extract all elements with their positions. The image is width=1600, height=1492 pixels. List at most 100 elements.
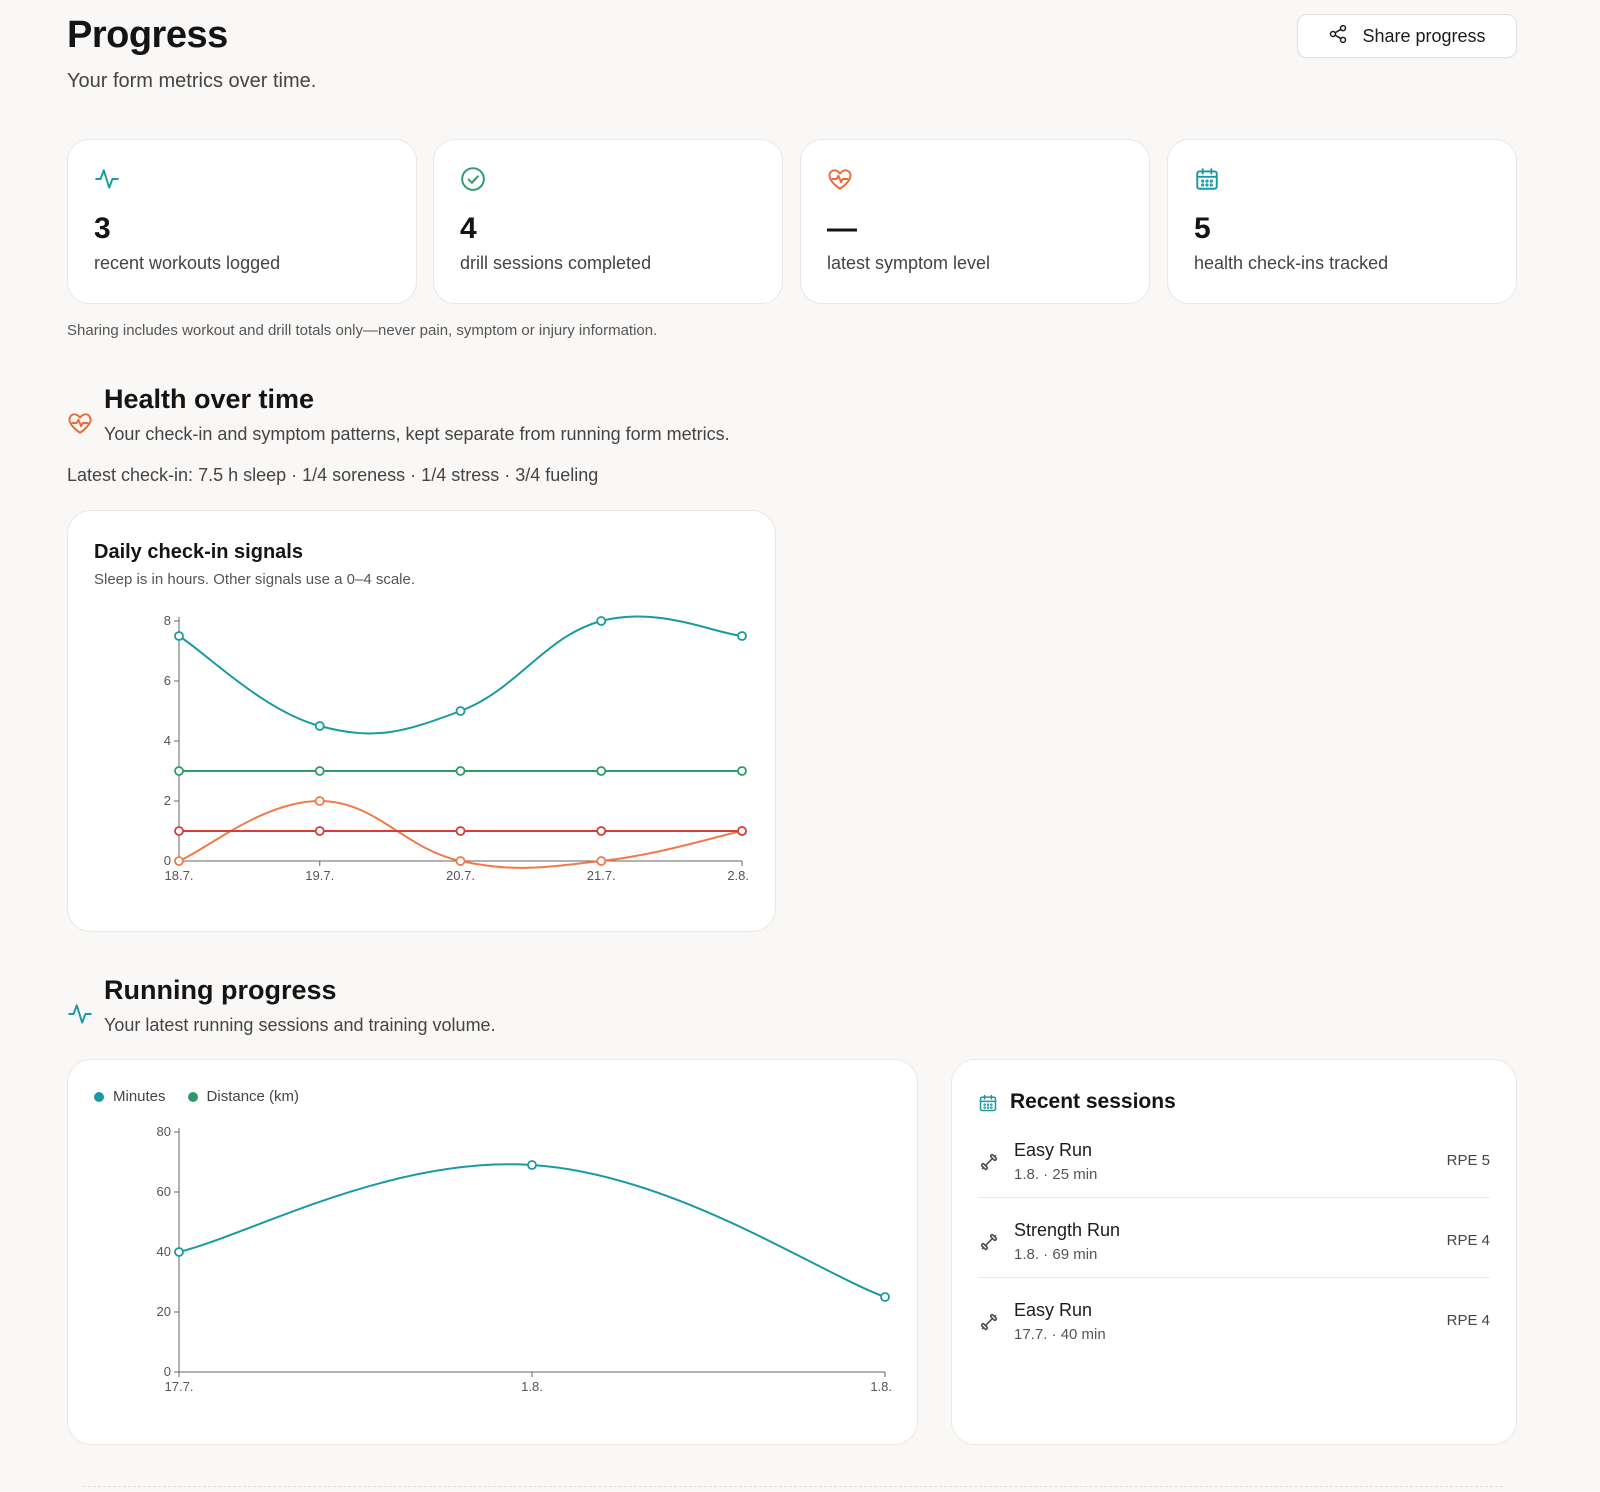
data-point (455, 856, 466, 866)
data-point (314, 826, 325, 836)
chart-subtitle: Sleep is in hours. Other signals use a 0… (94, 571, 416, 588)
data-point (596, 766, 607, 776)
legend-dot (187, 1091, 198, 1102)
stat-label: latest symptom level (827, 253, 991, 273)
y-tick-label: 60 (157, 1184, 171, 1199)
stat-label: recent workouts logged (94, 253, 281, 273)
data-point (455, 706, 466, 716)
section-subtitle: Your latest running sessions and trainin… (104, 1015, 496, 1035)
stat-label: health check-ins tracked (1194, 253, 1389, 273)
data-point (314, 796, 325, 806)
health-section-header: Health over time Your check-in and sympt… (67, 384, 967, 454)
page-title: Progress (67, 14, 228, 56)
y-tick-label: 0 (164, 853, 171, 868)
session-row[interactable]: Easy Run 1.8. · 25 min RPE 5 (978, 1138, 1490, 1218)
chart-legend: Minutes Distance (km) (94, 1088, 299, 1105)
stat-label: drill sessions completed (460, 253, 652, 273)
data-point (314, 766, 325, 776)
dumbbell-icon (978, 1311, 1000, 1333)
calendar-icon (978, 1093, 998, 1113)
stats-row: 3 recent workouts logged 4 drill session… (67, 139, 1517, 304)
series-line (178, 615, 743, 735)
recent-sessions-title: Recent sessions (1010, 1090, 1176, 1113)
legend-dot (94, 1091, 104, 1102)
share-progress-button[interactable]: Share progress (1297, 14, 1517, 58)
session-meta: 17.7. · 40 min (1014, 1326, 1106, 1343)
calendar-icon (1194, 166, 1220, 192)
x-tick-label: 1.8. (870, 1379, 892, 1394)
y-tick-label: 2 (164, 793, 171, 808)
latest-checkin: Latest check-in: 7.5 h sleep · 1/4 soren… (67, 465, 599, 485)
divider (83, 1486, 1503, 1487)
session-name: Strength Run (1014, 1220, 1121, 1240)
data-point (174, 826, 184, 836)
running-volume-chart: 0 20 40 60 80 17.7. 1.8. 1.8. (157, 1124, 892, 1394)
checkin-signals-chart: 0 2 4 6 8 18.7. 19.7. 20.7. 21.7. 2.8. (164, 613, 749, 883)
check-circle-icon (460, 166, 486, 192)
stat-value: 3 (94, 212, 111, 245)
data-point (174, 1247, 184, 1257)
stat-value: 4 (460, 212, 477, 245)
privacy-note: Sharing includes workout and drill total… (67, 322, 658, 339)
data-point (174, 631, 184, 641)
recent-sessions-card: Recent sessions Easy Run 1.8. · 25 min R… (951, 1059, 1517, 1445)
page-subtitle: Your form metrics over time. (67, 70, 317, 92)
data-point (596, 856, 607, 866)
series-line (178, 1163, 886, 1298)
stat-value: 5 (1194, 212, 1211, 245)
y-tick-label: 0 (164, 1364, 171, 1379)
data-point (174, 856, 184, 866)
heart-pulse-icon (827, 166, 853, 192)
y-tick-label: 8 (164, 613, 171, 628)
x-tick-label: 19.7. (305, 868, 334, 883)
stat-card-drills: 4 drill sessions completed (433, 139, 783, 304)
x-tick-label: 20.7. (446, 868, 475, 883)
heart-pulse-icon (67, 410, 93, 436)
share-progress-label: Share progress (1362, 25, 1486, 46)
checkin-chart-card: Daily check-in signals Sleep is in hours… (67, 510, 776, 932)
stat-card-checkins: 5 health check-ins tracked (1167, 139, 1517, 304)
data-point (455, 826, 466, 836)
share-icon (1328, 24, 1348, 49)
progress-page: Progress Your form metrics over time. Sh… (67, 0, 1517, 1492)
legend-label: Distance (km) (206, 1088, 300, 1105)
stat-value: — (827, 212, 857, 245)
legend-item-minutes[interactable]: Minutes (94, 1088, 166, 1105)
x-tick-label: 18.7. (165, 868, 194, 883)
y-tick-label: 4 (164, 733, 171, 748)
x-tick-label: 21.7. (587, 868, 616, 883)
data-point (737, 826, 747, 836)
x-tick-label: 17.7. (165, 1379, 194, 1394)
section-title: Health over time (104, 384, 315, 414)
data-point (880, 1292, 890, 1302)
data-point (737, 631, 747, 641)
session-row[interactable]: Easy Run 17.7. · 40 min RPE 4 (978, 1298, 1490, 1378)
data-point (596, 826, 607, 836)
section-title: Running progress (104, 975, 337, 1005)
session-name: Easy Run (1014, 1300, 1093, 1320)
legend-item-distance[interactable]: Distance (km) (187, 1088, 300, 1105)
session-meta: 1.8. · 25 min (1014, 1166, 1098, 1183)
data-point (174, 766, 184, 776)
session-row[interactable]: Strength Run 1.8. · 69 min RPE 4 (978, 1218, 1490, 1298)
session-rpe: RPE 4 (1446, 1232, 1490, 1249)
data-point (455, 766, 466, 776)
data-point (737, 766, 747, 776)
x-tick-label: 2.8. (727, 868, 749, 883)
data-point (596, 616, 607, 626)
session-rpe: RPE 4 (1446, 1312, 1490, 1329)
stat-card-workouts: 3 recent workouts logged (67, 139, 417, 304)
session-name: Easy Run (1014, 1140, 1093, 1160)
section-subtitle: Your check-in and symptom patterns, kept… (104, 424, 730, 444)
data-point (527, 1160, 537, 1170)
y-tick-label: 6 (164, 673, 171, 688)
stat-card-symptom: — latest symptom level (800, 139, 1150, 304)
session-meta: 1.8. · 69 min (1014, 1246, 1098, 1263)
running-chart-card: Minutes Distance (km) 0 20 40 60 80 17.7. 1.8.… (67, 1059, 918, 1445)
running-section-header: Running progress Your latest running ses… (67, 975, 967, 1045)
activity-icon (94, 166, 120, 192)
data-point (314, 721, 325, 731)
chart-title: Daily check-in signals (94, 541, 303, 563)
y-tick-label: 40 (157, 1244, 171, 1259)
dumbbell-icon (978, 1231, 1000, 1253)
